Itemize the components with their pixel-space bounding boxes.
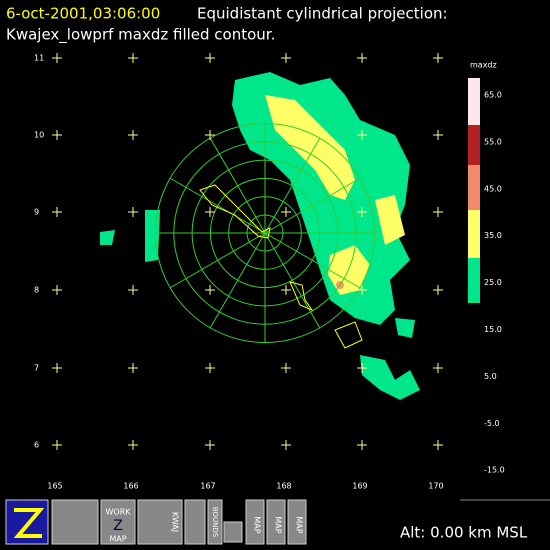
lon-label: 167 (200, 482, 215, 491)
colorbar-label: -15.0 (484, 466, 505, 475)
colorbar-label: -5.0 (484, 419, 500, 428)
range-spoke (264, 177, 361, 234)
map-button[interactable] (266, 499, 286, 545)
range-spoke (169, 177, 266, 234)
swatch (468, 258, 480, 303)
lat-label: 7 (34, 364, 39, 373)
swatch (468, 125, 480, 165)
colorbar-label: 65.0 (484, 91, 502, 100)
colorbar-label: 5.0 (484, 372, 497, 381)
range-spoke (209, 137, 266, 234)
button-label: WORK (105, 508, 131, 517)
altitude: Alt: 0.00 km MSL (400, 524, 528, 542)
kwaj-button[interactable] (137, 499, 183, 545)
projection: Equidistant cylindrical projection: (197, 5, 448, 23)
globe-button[interactable] (184, 499, 206, 545)
lat-lon-grid: 11 10 9 8 7 6 165 166 167 168 169 170 (34, 53, 444, 491)
echo-35 (265, 95, 355, 200)
colorbar-label: 45.0 (484, 184, 502, 193)
lat-label: 6 (34, 441, 39, 450)
range-rings (155, 123, 375, 343)
button-label: MAP (109, 535, 126, 544)
subtitle: Kwajex_lowprf maxdz filled contour. (6, 26, 275, 45)
colorbar: maxdz 65.0 55.0 45.0 35.0 25.0 15.0 5.0 -5.0 -15… (460, 61, 550, 501)
echo-25 (360, 355, 420, 400)
lat-label: 8 (34, 286, 39, 295)
swatch (468, 78, 480, 125)
swatch (468, 165, 480, 210)
lat-label: 11 (34, 54, 44, 63)
button-label: Z (113, 518, 123, 534)
colorbar-label: 35.0 (484, 231, 502, 240)
lon-label: 166 (123, 482, 138, 491)
radar-button[interactable] (51, 499, 99, 545)
range-spoke (264, 232, 361, 289)
bounds-button[interactable] (207, 499, 223, 545)
range-spoke (264, 232, 321, 329)
lon-label: 169 (352, 482, 367, 491)
button-label: MAP (253, 516, 262, 533)
map-button[interactable] (245, 499, 265, 545)
echo-25 (100, 230, 115, 245)
map-button[interactable] (287, 499, 307, 545)
lat-label: 9 (34, 208, 39, 217)
work-button[interactable] (100, 499, 136, 545)
lon-label: 170 (428, 482, 443, 491)
echo-25 (395, 318, 415, 338)
range-spoke (169, 232, 266, 289)
range-spoke (209, 232, 266, 329)
button-label: MAP (274, 516, 283, 533)
swatch (468, 210, 480, 258)
zeb-icon (13, 508, 45, 538)
lat-label: 10 (34, 131, 44, 140)
colorbar-label: 25.0 (484, 278, 502, 287)
lon-label: 165 (47, 482, 62, 491)
button-label: BOUNDS (211, 507, 219, 538)
button-label: MAP (295, 516, 304, 533)
lon-label: 168 (276, 482, 291, 491)
colorbar-title: maxdz (470, 61, 497, 70)
range-spoke (264, 137, 321, 234)
colorbar-label: 55.0 (484, 137, 502, 146)
button-label: KWAJ (171, 512, 180, 532)
timestamp: 6-oct-2001,03:06:00 (6, 5, 160, 23)
grid-button[interactable] (223, 521, 243, 543)
echo-35 (375, 195, 405, 245)
toolbar: WORK Z MAP KWAJ BOUNDS MAP MAP MAP (5, 499, 307, 545)
colorbar-label: 15.0 (484, 325, 502, 334)
coastline (199, 184, 363, 349)
